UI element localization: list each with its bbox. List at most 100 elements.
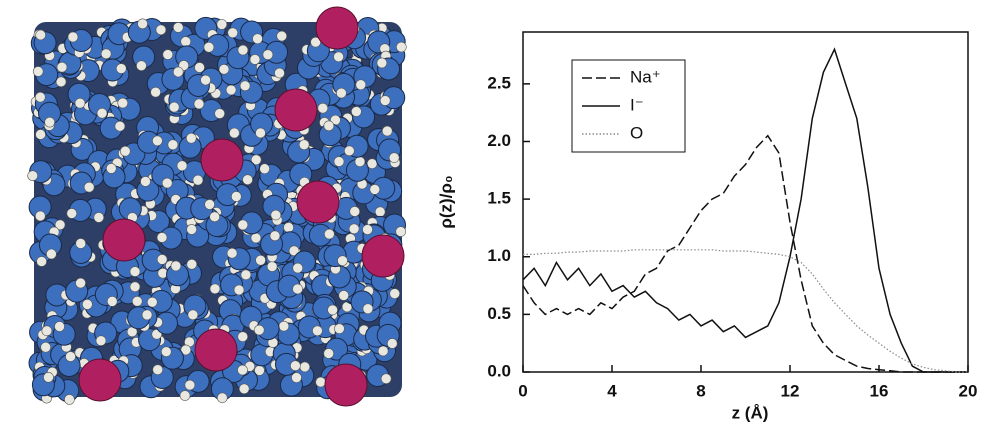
water-hydrogen bbox=[276, 30, 288, 42]
water-hydrogen bbox=[44, 116, 55, 128]
x-axis-label: z (Å) bbox=[732, 403, 769, 422]
water-hydrogen bbox=[354, 156, 366, 167]
water-hydrogen bbox=[129, 266, 141, 277]
iodide-ion bbox=[315, 6, 359, 50]
water-hydrogen bbox=[95, 335, 107, 347]
iodide-ion bbox=[296, 180, 340, 224]
water-hydrogen bbox=[46, 248, 57, 260]
iodide-ion bbox=[274, 88, 318, 132]
water-hydrogen bbox=[34, 91, 46, 103]
water-hydrogen bbox=[312, 325, 323, 337]
water-hydrogen bbox=[278, 320, 290, 332]
water-hydrogen bbox=[237, 219, 249, 231]
water-hydrogen bbox=[152, 135, 163, 147]
water-hydrogen bbox=[137, 18, 148, 30]
water-hydrogen bbox=[93, 212, 105, 223]
water-hydrogen bbox=[67, 31, 79, 43]
water-hydrogen bbox=[32, 66, 44, 77]
water-hydrogen bbox=[180, 36, 192, 47]
water-hydrogen bbox=[351, 106, 362, 117]
legend-label: Na⁺ bbox=[630, 67, 661, 86]
water-hydrogen bbox=[255, 127, 266, 139]
water-hydrogen bbox=[156, 232, 168, 243]
water-hydrogen bbox=[233, 284, 245, 296]
water-hydrogen bbox=[176, 160, 188, 172]
water-hydrogen bbox=[237, 364, 248, 376]
water-hydrogen bbox=[388, 152, 400, 163]
water-hydrogen bbox=[186, 259, 198, 270]
water-hydrogen bbox=[298, 139, 310, 150]
water-hydrogen bbox=[115, 63, 127, 74]
water-hydrogen bbox=[333, 156, 345, 167]
water-hydrogen bbox=[381, 125, 393, 137]
water-hydrogen bbox=[75, 238, 87, 249]
water-hydrogen bbox=[379, 95, 391, 106]
iodide-ion bbox=[324, 363, 368, 407]
y-tick-label: 1.0 bbox=[487, 246, 511, 265]
water-hydrogen bbox=[34, 210, 46, 222]
water-hydrogen bbox=[141, 309, 153, 321]
series-line bbox=[522, 134, 968, 373]
water-hydrogen bbox=[315, 376, 326, 388]
water-hydrogen bbox=[252, 33, 263, 45]
water-hydrogen bbox=[150, 86, 161, 98]
water-hydrogen bbox=[209, 211, 220, 223]
water-hydrogen bbox=[336, 87, 347, 99]
water-hydrogen bbox=[266, 261, 278, 272]
water-hydrogen bbox=[82, 299, 93, 310]
water-hydrogen bbox=[362, 224, 373, 235]
water-hydrogen bbox=[310, 36, 321, 48]
water-hydrogen bbox=[40, 341, 51, 353]
water-hydrogen bbox=[216, 19, 228, 30]
water-hydrogen bbox=[249, 54, 261, 65]
molecular-snapshot bbox=[27, 6, 407, 407]
water-hydrogen bbox=[317, 102, 329, 114]
water-hydrogen bbox=[259, 163, 270, 175]
water-hydrogen bbox=[56, 61, 68, 73]
water-hydrogen bbox=[54, 219, 66, 231]
water-hydrogen bbox=[106, 296, 118, 307]
water-hydrogen bbox=[250, 232, 262, 244]
water-hydrogen bbox=[255, 254, 266, 266]
water-hydrogen bbox=[288, 245, 300, 257]
water-hydrogen bbox=[369, 184, 381, 195]
water-hydrogen bbox=[55, 76, 67, 88]
water-hydrogen bbox=[229, 127, 240, 139]
x-tick-label: 0 bbox=[518, 381, 527, 400]
water-hydrogen bbox=[225, 84, 237, 96]
water-hydrogen bbox=[274, 67, 285, 79]
water-hydrogen bbox=[66, 208, 78, 219]
water-hydrogen bbox=[386, 338, 398, 349]
water-hydrogen bbox=[337, 255, 348, 267]
water-hydrogen bbox=[323, 348, 334, 359]
x-tick-label: 20 bbox=[959, 381, 978, 400]
water-hydrogen bbox=[227, 27, 239, 39]
water-hydrogen bbox=[250, 154, 262, 166]
water-hydrogen bbox=[161, 177, 173, 189]
water-hydrogen bbox=[237, 331, 249, 342]
water-hydrogen bbox=[253, 324, 265, 336]
water-hydrogen bbox=[131, 295, 143, 307]
water-hydrogen bbox=[100, 48, 112, 60]
water-hydrogen bbox=[349, 206, 361, 217]
x-tick-label: 4 bbox=[607, 381, 617, 400]
water-hydrogen bbox=[290, 360, 301, 372]
water-hydrogen bbox=[184, 379, 196, 391]
water-hydrogen bbox=[292, 283, 303, 295]
water-hydrogen bbox=[43, 372, 54, 383]
water-hydrogen bbox=[376, 57, 388, 69]
water-hydrogen bbox=[231, 191, 242, 202]
water-hydrogen bbox=[146, 296, 158, 308]
water-hydrogen bbox=[355, 79, 367, 91]
water-hydrogen bbox=[395, 226, 407, 237]
water-hydrogen bbox=[299, 361, 311, 373]
water-hydrogen bbox=[172, 22, 184, 33]
water-hydrogen bbox=[186, 224, 197, 235]
series-line bbox=[523, 249, 968, 373]
water-hydrogen bbox=[323, 120, 335, 132]
water-hydrogen bbox=[226, 247, 238, 259]
water-hydrogen bbox=[238, 383, 250, 395]
water-hydrogen bbox=[160, 346, 172, 357]
water-hydrogen bbox=[168, 101, 180, 113]
